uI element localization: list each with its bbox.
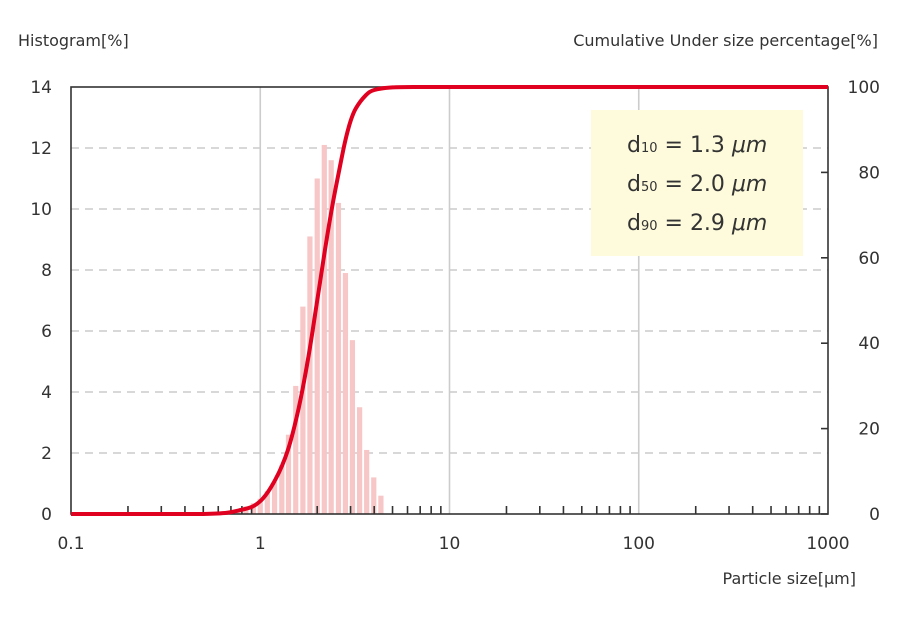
histogram-bar <box>371 477 377 514</box>
y-right-tick-label: 40 <box>858 334 880 354</box>
annotation-symbol: d <box>627 133 641 158</box>
y-right-tick-label: 100 <box>848 78 880 98</box>
y-left-tick-label: 0 <box>41 505 52 525</box>
annotation-subscript: 90 <box>640 219 658 234</box>
x-tick-labels: 0.1 1 10 100 1000 <box>57 534 849 554</box>
annotation-value: 1.3 <box>689 133 725 158</box>
histogram-bar <box>264 491 270 514</box>
y-left-tick-labels: 0 2 4 6 8 10 12 14 <box>30 78 52 525</box>
y-right-tick-label: 20 <box>858 420 880 440</box>
x-tick-label: 100 <box>623 534 655 554</box>
histogram-bar <box>321 144 327 514</box>
annotation-value: 2.9 <box>689 211 725 236</box>
y-left-tick-label: 12 <box>30 139 52 159</box>
histogram-bar <box>300 306 306 514</box>
histogram-bar <box>357 407 363 514</box>
annotation-d10: d10 = 1.3 μm <box>627 133 768 158</box>
y-left-tick-label: 10 <box>30 200 52 220</box>
histogram-bar <box>285 434 292 514</box>
annotation-symbol: d <box>627 211 641 236</box>
y-right-tick-labels: 0 20 40 60 80 100 <box>848 78 880 525</box>
y-left-tick-label: 4 <box>41 383 52 403</box>
y-left-tick-label: 14 <box>30 78 52 98</box>
annotation-subscript: 50 <box>640 180 658 195</box>
grid-lines <box>71 87 828 514</box>
x-tick-label: 0.1 <box>57 534 84 554</box>
y-right-tick-label: 80 <box>858 163 880 183</box>
annotation-d90: d90 = 2.9 μm <box>627 211 768 236</box>
y-left-tick-label: 6 <box>41 322 52 342</box>
histogram-bar <box>314 178 320 514</box>
histogram-bar <box>328 160 334 514</box>
histogram-bar <box>271 481 278 514</box>
histogram-bar <box>250 503 256 514</box>
histogram-bars <box>222 144 384 514</box>
cumulative-line <box>70 84 828 517</box>
y-left-axis-title: Histogram[%] <box>18 31 129 50</box>
histogram-bar <box>378 495 384 514</box>
y-right-axis-title: Cumulative Under size percentage[%] <box>573 31 878 50</box>
histogram-bar <box>364 449 370 514</box>
percentile-annotation-box: d10 = 1.3 μm d50 = 2.0 μm d90 = 2.9 μm <box>591 110 803 256</box>
annotation-d50: d50 = 2.0 μm <box>627 172 768 197</box>
y-left-tick-label: 8 <box>41 261 52 281</box>
histogram-bar <box>279 465 285 514</box>
histogram-bar <box>342 273 349 514</box>
annotation-value: 2.0 <box>689 172 725 197</box>
x-tick-label: 1 <box>255 534 266 554</box>
annotation-symbol: d <box>627 172 641 197</box>
histogram-bar <box>335 202 342 514</box>
y-right-tick-label: 0 <box>869 505 880 525</box>
annotation-subscript: 10 <box>640 141 658 156</box>
annotation-unit: μm <box>731 133 768 158</box>
x-axis-title: Particle size[μm] <box>722 569 856 588</box>
annotation-unit: μm <box>731 211 768 236</box>
y-left-tick-label: 2 <box>41 444 52 464</box>
histogram-bar <box>349 340 356 514</box>
histogram-bar <box>307 236 313 514</box>
y-right-tick-label: 60 <box>858 249 880 269</box>
histogram-bar <box>293 385 299 514</box>
x-tick-label: 10 <box>439 534 461 554</box>
x-tick-label: 1000 <box>806 534 849 554</box>
y-right-tick-marks <box>821 86 828 515</box>
annotation-unit: μm <box>731 172 768 197</box>
histogram-bar <box>257 498 263 514</box>
